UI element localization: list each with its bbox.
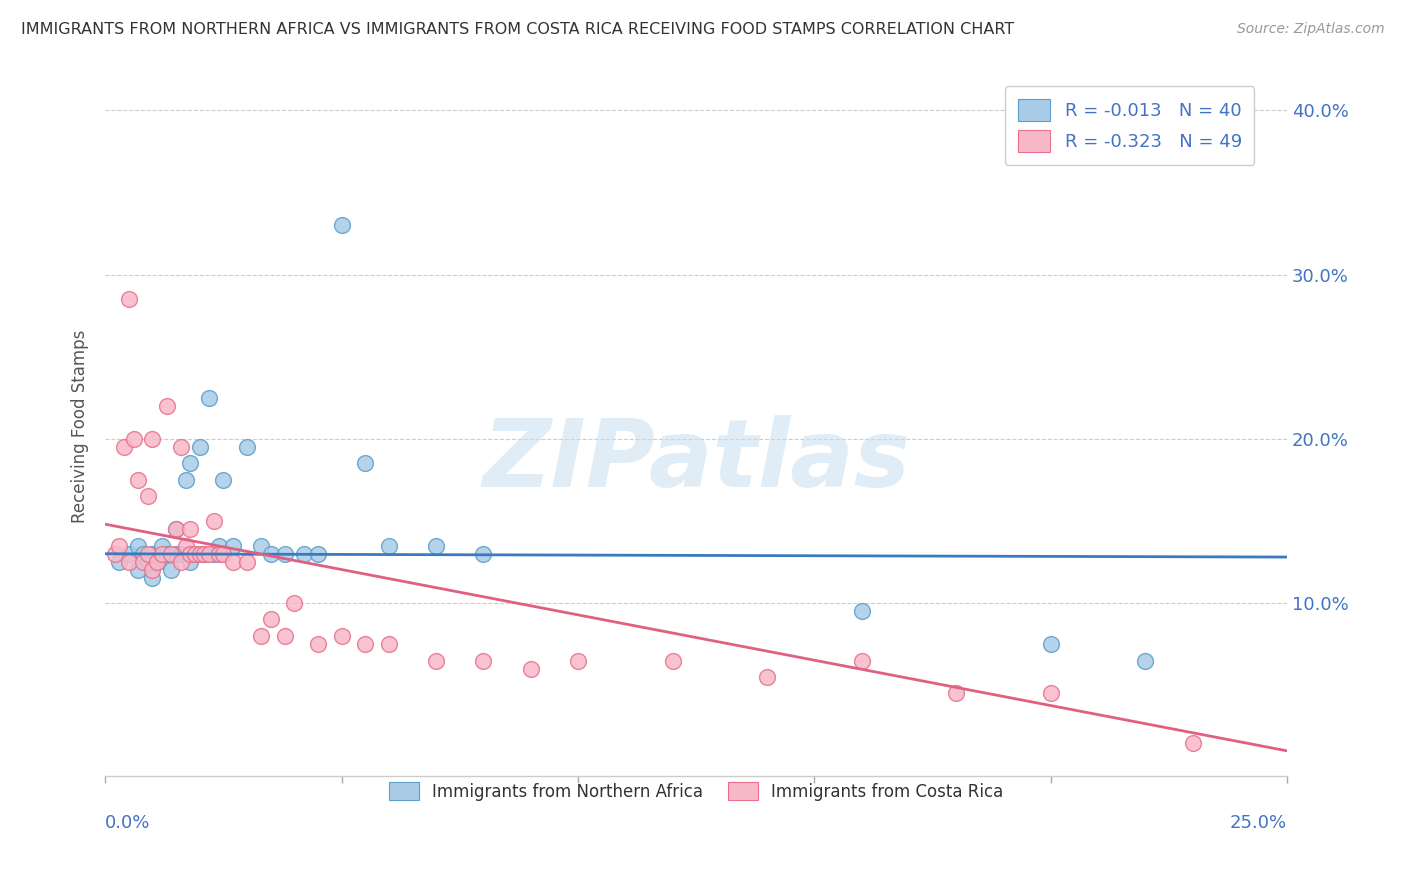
Point [222,539,245,553]
Point [136,489,159,503]
Point [122,432,145,446]
Point [307,547,329,561]
Point [150,539,173,553]
Point [146,555,169,569]
Point [425,654,447,668]
Point [179,457,201,471]
Point [851,654,873,668]
Point [165,522,187,536]
Point [1135,654,1157,668]
Point [212,547,235,561]
Point [222,555,245,569]
Point [170,555,193,569]
Point [165,547,187,561]
Point [202,547,225,561]
Point [208,547,231,561]
Point [170,547,193,561]
Point [1039,686,1062,700]
Point [274,629,297,643]
Point [132,547,155,561]
Point [198,391,221,405]
Point [519,662,541,676]
Point [112,440,135,454]
Point [188,440,211,454]
Point [260,612,283,626]
Point [208,539,231,553]
Text: IMMIGRANTS FROM NORTHERN AFRICA VS IMMIGRANTS FROM COSTA RICA RECEIVING FOOD STA: IMMIGRANTS FROM NORTHERN AFRICA VS IMMIG… [21,22,1014,37]
Point [160,547,183,561]
Point [378,539,401,553]
Point [170,440,193,454]
Point [118,292,141,306]
Point [132,555,155,569]
Point [156,547,179,561]
Point [108,555,131,569]
Point [250,539,273,553]
Point [292,547,315,561]
Point [193,547,215,561]
Point [184,547,207,561]
Point [174,539,197,553]
Point [127,563,149,577]
Text: 0.0%: 0.0% [105,814,150,832]
Point [330,219,353,233]
Point [179,555,201,569]
Point [198,547,221,561]
Point [756,670,779,684]
Point [127,539,149,553]
Point [136,555,159,569]
Point [472,547,495,561]
Point [250,629,273,643]
Point [179,547,201,561]
Point [1181,736,1204,750]
Point [108,539,131,553]
Point [945,686,967,700]
Y-axis label: Receiving Food Stamps: Receiving Food Stamps [72,330,89,524]
Point [156,399,179,413]
Point [274,547,297,561]
Point [174,473,197,487]
Point [141,547,163,561]
Point [118,547,141,561]
Point [146,555,169,569]
Point [160,563,183,577]
Point [236,555,259,569]
Point [179,522,201,536]
Point [141,563,163,577]
Point [150,547,173,561]
Point [127,473,149,487]
Point [283,596,305,610]
Point [661,654,683,668]
Point [1039,637,1062,651]
Point [378,637,401,651]
Point [165,522,187,536]
Point [118,555,141,569]
Point [141,571,163,585]
Point [851,604,873,618]
Point [193,547,215,561]
Point [260,547,283,561]
Point [236,440,259,454]
Text: 25.0%: 25.0% [1230,814,1286,832]
Point [472,654,495,668]
Point [330,629,353,643]
Point [307,637,329,651]
Legend: Immigrants from Northern Africa, Immigrants from Costa Rica: Immigrants from Northern Africa, Immigra… [381,773,1012,809]
Text: ZIPatlas: ZIPatlas [482,416,910,508]
Text: Source: ZipAtlas.com: Source: ZipAtlas.com [1237,22,1385,37]
Point [354,637,377,651]
Point [202,514,225,528]
Point [212,473,235,487]
Point [188,547,211,561]
Point [184,547,207,561]
Point [567,654,589,668]
Point [354,457,377,471]
Point [136,547,159,561]
Point [425,539,447,553]
Point [104,547,127,561]
Point [141,432,163,446]
